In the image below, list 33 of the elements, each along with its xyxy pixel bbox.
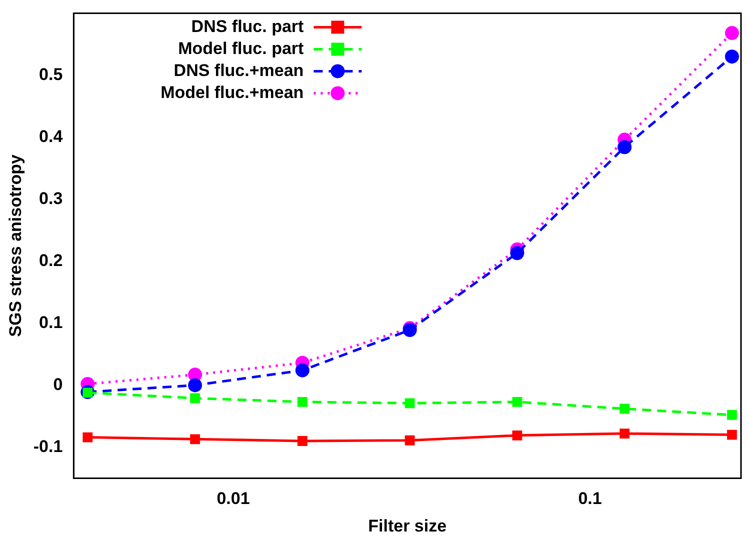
y-axis-title: SGS stress anisotropy xyxy=(6,154,25,337)
point xyxy=(618,140,632,154)
point xyxy=(297,436,308,446)
point xyxy=(404,435,415,446)
legend-label: Model fluc.+mean xyxy=(160,82,304,102)
point xyxy=(190,393,200,404)
x-axis-title: Filter size xyxy=(368,516,447,536)
y-tick-label: 0.4 xyxy=(39,126,64,146)
point xyxy=(727,430,737,440)
point xyxy=(188,378,202,392)
point xyxy=(724,26,739,40)
point xyxy=(512,396,522,407)
point xyxy=(620,428,630,439)
point xyxy=(510,246,524,260)
x-tick-label: 0.01 xyxy=(216,489,250,508)
legend-label: DNS fluc.+mean xyxy=(174,60,304,80)
y-tick-label: 0.3 xyxy=(39,188,63,208)
point xyxy=(404,398,415,408)
point xyxy=(190,434,200,444)
point xyxy=(727,410,737,420)
legend-label: Model fluc. part xyxy=(178,38,304,58)
legend-label: DNS fluc. part xyxy=(191,16,304,36)
y-tick-label: 0.5 xyxy=(39,64,63,84)
y-tick-label: 0 xyxy=(53,374,63,394)
point xyxy=(82,432,93,442)
point xyxy=(295,363,310,378)
point xyxy=(297,396,308,407)
y-tick-label: 0.2 xyxy=(39,250,63,270)
y-tick-label: 0.1 xyxy=(39,312,63,332)
y-tick-label: -0.1 xyxy=(33,436,63,456)
point xyxy=(620,404,630,414)
point xyxy=(724,50,739,64)
point xyxy=(512,430,522,440)
